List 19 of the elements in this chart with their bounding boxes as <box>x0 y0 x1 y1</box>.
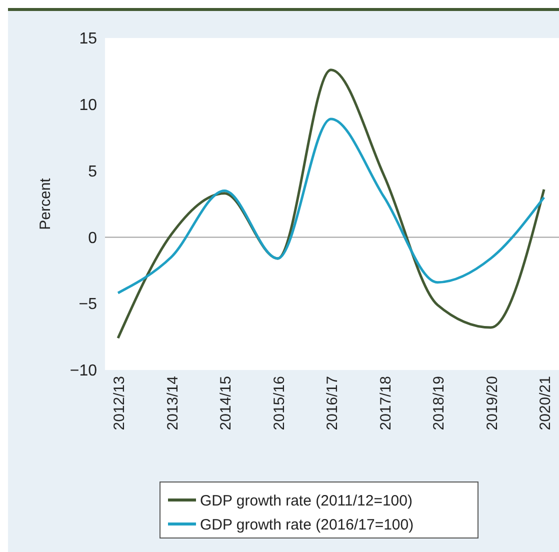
x-tick-label: 2017/18 <box>377 376 394 430</box>
x-tick-label: 2013/14 <box>164 376 182 430</box>
y-tick-label: 15 <box>79 30 98 48</box>
y-tick-label: 5 <box>88 163 98 180</box>
line-series <box>116 118 546 294</box>
x-tick-label: 2015/16 <box>270 376 288 430</box>
legend-label: GDP growth rate (2016/17=100) <box>200 516 414 534</box>
x-tick-label: 2014/15 <box>218 376 234 430</box>
y-tick-label: −5 <box>78 296 98 314</box>
x-tick-label: 2018/19 <box>430 376 448 430</box>
x-tick-label: 2020/21 <box>537 376 554 430</box>
y-axis-title: Percent <box>37 177 54 230</box>
y-tick-label: 0 <box>88 230 98 247</box>
x-tick-label: 2019/20 <box>484 376 501 430</box>
y-tick-label: −10 <box>70 362 98 380</box>
x-tick-label: 2016/17 <box>324 376 341 430</box>
legend-label: GDP growth rate (2011/12=100) <box>200 492 412 510</box>
x-tick-label: 2012/13 <box>111 376 128 430</box>
y-tick-label: 10 <box>79 97 98 114</box>
